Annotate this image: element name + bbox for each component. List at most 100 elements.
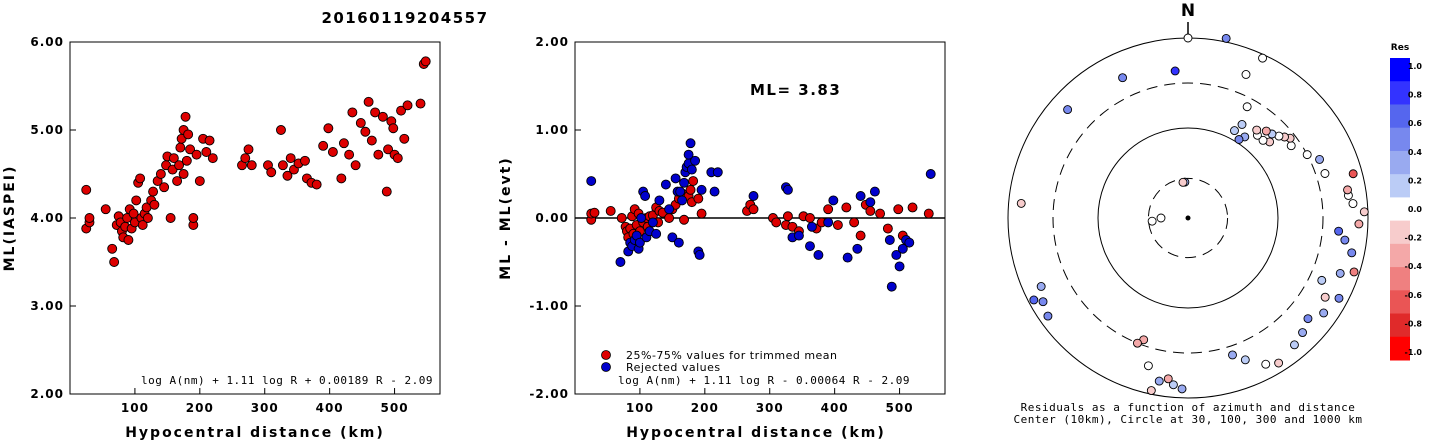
ml-point <box>165 213 176 223</box>
station-residual-point <box>1343 185 1352 195</box>
rejected-residual-point <box>823 217 834 228</box>
station-residual-point <box>1349 267 1359 277</box>
ml-point <box>246 160 257 171</box>
station-residual-point <box>1252 125 1262 135</box>
kept-residual-point <box>748 204 759 215</box>
rejected-residual-point <box>647 217 658 228</box>
rejected-residual-point <box>636 213 647 223</box>
ml-point <box>282 170 293 181</box>
rejected-residual-point <box>660 179 671 190</box>
ml-point <box>311 179 322 190</box>
plot1-ytick-label: 3.00 <box>30 299 64 313</box>
station-residual-point <box>1143 361 1153 371</box>
rejected-residual-point <box>690 155 701 166</box>
station-residual-point <box>1348 169 1358 179</box>
station-residual-point <box>1274 358 1284 368</box>
station-residual-point <box>1177 384 1187 394</box>
station-residual-point <box>1156 213 1166 223</box>
rejected-residual-point <box>667 232 678 243</box>
station-residual-point <box>1340 235 1350 245</box>
station-residual-point <box>1334 226 1344 236</box>
plot2-formula: log A(nm) + 1.11 log R - 0.00064 R - 2.0… <box>618 374 910 387</box>
ml-point <box>327 147 338 157</box>
ml-point <box>300 155 310 166</box>
rejected-residual-point <box>586 176 597 186</box>
plot2-ytick-label: 2.00 <box>535 35 569 49</box>
station-residual-point <box>1354 219 1364 229</box>
rejected-residual-point <box>925 169 936 179</box>
ml-point <box>415 98 426 109</box>
colorbar-swatch <box>1390 197 1410 222</box>
station-residual-point <box>1036 282 1046 291</box>
plot2-xtick-label: 500 <box>886 401 914 415</box>
ml-point <box>266 167 277 178</box>
plot1-ytick-label: 6.00 <box>30 35 64 49</box>
colorbar-swatch <box>1390 81 1410 105</box>
ml-point <box>137 220 148 230</box>
station-residual-point <box>1168 380 1178 390</box>
plot2-ytick-label: -2.00 <box>529 387 569 401</box>
colorbar-swatch <box>1390 174 1410 198</box>
rejected-residual-point <box>748 191 759 201</box>
colorbar-swatch <box>1390 104 1410 129</box>
kept-residual-point <box>771 217 782 228</box>
figure-title: 20160119204557 <box>321 9 488 27</box>
rejected-residual-point <box>828 195 839 206</box>
ml-point <box>347 107 358 118</box>
ml-point <box>148 186 159 197</box>
ml-point <box>336 173 347 184</box>
station-residual-point <box>1347 248 1357 258</box>
station-residual-point <box>1289 340 1299 350</box>
rejected-residual-point <box>894 261 905 272</box>
plot1-xtick-label: 200 <box>186 401 214 415</box>
ml-value-label: ML= 3.83 <box>750 81 841 99</box>
legend-kept-label: 25%-75% values for trimmed mean <box>626 349 838 362</box>
station-residual-point <box>1029 295 1039 305</box>
ml-point <box>142 213 153 223</box>
colorbar-swatch <box>1390 127 1410 152</box>
ml-point <box>123 235 134 245</box>
station-residual-point <box>1261 126 1271 136</box>
map-caption-line1: Residuals as a function of azimuth and d… <box>1021 401 1356 414</box>
map-caption-line2: Center (10km), Circle at 30, 100, 300 an… <box>1013 413 1362 426</box>
station-residual-point <box>1320 169 1330 178</box>
colorbar-label: 0.8 <box>1408 91 1423 100</box>
rejected-residual-point <box>709 186 720 197</box>
station-residual-point <box>1261 359 1271 369</box>
rejected-residual-point <box>806 221 817 232</box>
station-residual-point <box>1234 135 1244 144</box>
ml-point <box>370 107 381 118</box>
station-residual-point <box>1302 150 1312 160</box>
rejected-residual-point <box>793 230 804 241</box>
rejected-residual-point <box>842 252 853 263</box>
plot2-ytick-label: -1.00 <box>529 299 569 313</box>
ml-point <box>402 100 413 111</box>
ml-point <box>174 160 185 171</box>
legend-rejected-marker <box>601 362 611 372</box>
rejected-residual-point <box>884 235 895 245</box>
rejected-residual-point <box>634 237 645 248</box>
station-residual-point <box>1147 216 1157 226</box>
ml-point <box>285 153 296 164</box>
rejected-residual-point <box>886 281 897 292</box>
ml-point <box>172 176 183 186</box>
station-residual-point <box>1315 154 1325 164</box>
rejected-residual-point <box>869 186 880 197</box>
ml-point <box>188 213 199 223</box>
ml-point <box>168 153 179 164</box>
station-residual-point <box>1286 141 1296 151</box>
station-residual-point <box>1258 53 1267 63</box>
colorbar-label: 0.2 <box>1408 176 1422 185</box>
station-residual-point <box>1178 177 1188 187</box>
legend-kept-marker <box>601 350 611 360</box>
residual-vs-distance-plot: Hypocentral distance (km) ML - ML(evt) M… <box>498 35 946 441</box>
plot1-ytick-label: 5.00 <box>30 123 64 137</box>
kept-residual-point <box>616 213 627 223</box>
kept-residual-point <box>605 206 616 216</box>
colorbar-label: 0.4 <box>1408 148 1423 157</box>
station-residual-point <box>1170 66 1180 76</box>
station-residual-point <box>1298 328 1308 338</box>
rejected-residual-point <box>615 257 626 267</box>
station-residual-point <box>1319 308 1329 318</box>
